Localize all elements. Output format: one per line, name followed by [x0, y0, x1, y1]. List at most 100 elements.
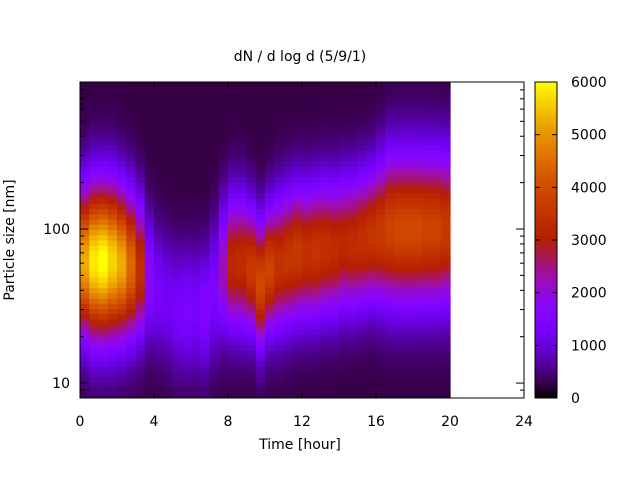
heatmap-cell [135, 203, 146, 209]
heatmap-cell [376, 134, 386, 141]
heatmap-cell [237, 255, 248, 262]
heatmap-cell [366, 282, 377, 288]
heatmap-cell [366, 203, 377, 209]
heatmap-cell [357, 82, 368, 88]
heatmap-cell [172, 366, 183, 373]
heatmap-cell [422, 371, 433, 378]
heatmap-cell [228, 282, 238, 288]
heatmap-cell [302, 287, 312, 294]
heatmap-cell [440, 276, 451, 283]
heatmap-cell [274, 376, 285, 383]
heatmap-cell [237, 229, 248, 236]
heatmap-cell [348, 113, 359, 120]
heatmap-cell [422, 197, 433, 204]
heatmap-cell [80, 129, 90, 136]
heatmap-cell [135, 118, 146, 125]
heatmap-cell [403, 297, 414, 304]
heatmap-cell [348, 376, 359, 383]
heatmap-cell [339, 392, 349, 398]
heatmap-cell [403, 97, 414, 104]
heatmap-cell [126, 371, 137, 378]
heatmap-cell [89, 366, 100, 373]
heatmap-cell [228, 355, 238, 362]
heatmap-cell [163, 124, 174, 130]
heatmap-cell [302, 108, 312, 115]
heatmap-cell [255, 97, 266, 104]
heatmap-cell [394, 324, 405, 331]
heatmap-cell [135, 82, 146, 88]
heatmap-cell [237, 371, 248, 378]
heatmap-cell [144, 229, 155, 236]
heatmap-cell [366, 155, 377, 162]
heatmap-cell [302, 139, 312, 146]
heatmap-cell [283, 218, 294, 225]
heatmap-cell [246, 382, 257, 389]
heatmap-cell [154, 266, 164, 273]
heatmap-cell [228, 361, 238, 367]
heatmap-cell [246, 350, 257, 357]
heatmap-cell [348, 276, 359, 283]
heatmap-cell [413, 182, 423, 188]
heatmap-cell [154, 82, 164, 88]
heatmap-cell [191, 208, 201, 215]
heatmap-cell [385, 345, 396, 352]
heatmap-cell [329, 155, 340, 162]
heatmap-cell [376, 97, 386, 104]
heatmap-cell [163, 287, 174, 294]
heatmap-cell [403, 313, 414, 320]
heatmap-cell [163, 266, 174, 273]
heatmap-cell [311, 97, 322, 104]
heatmap-cell [320, 313, 331, 320]
heatmap-cell [357, 261, 368, 267]
heatmap-cell [107, 355, 118, 362]
heatmap-cell [154, 171, 164, 178]
heatmap-cell [329, 161, 340, 167]
heatmap-cell [126, 297, 137, 304]
heatmap-cell [89, 124, 100, 130]
heatmap-cell [311, 87, 322, 94]
heatmap-cell [329, 171, 340, 178]
heatmap-cell [228, 292, 238, 299]
heatmap-cell [135, 182, 146, 188]
heatmap-cell [126, 176, 137, 183]
heatmap-cell [154, 139, 164, 146]
heatmap-cell [339, 355, 349, 362]
heatmap-cell [209, 208, 220, 215]
heatmap-cell [348, 145, 359, 152]
heatmap-cell [440, 97, 451, 104]
heatmap-cell [292, 208, 303, 215]
heatmap-cell [228, 182, 238, 188]
heatmap-cell [431, 350, 442, 357]
heatmap-cell [422, 118, 433, 125]
heatmap-cell [320, 387, 331, 394]
heatmap-cell [329, 255, 340, 262]
heatmap-cell [172, 145, 183, 152]
heatmap-cell [292, 366, 303, 373]
heatmap-cell [265, 124, 275, 130]
heatmap-cell [440, 92, 451, 99]
heatmap-cell [311, 197, 322, 204]
heatmap-cell [302, 129, 312, 136]
heatmap-cell [126, 97, 137, 104]
heatmap-cell [144, 213, 155, 220]
heatmap-cell [265, 82, 275, 88]
heatmap-cell [218, 218, 229, 225]
heatmap-cell [385, 382, 396, 389]
heatmap-cell [348, 297, 359, 304]
heatmap-cell [283, 124, 294, 130]
heatmap-cell [283, 287, 294, 294]
heatmap-cell [172, 334, 183, 341]
heatmap-cell [348, 329, 359, 336]
heatmap-cell [218, 240, 229, 246]
heatmap-cell [422, 203, 433, 209]
heatmap-cell [292, 166, 303, 173]
heatmap-cell [209, 387, 220, 394]
heatmap-cell [181, 387, 192, 394]
heatmap-cell [144, 245, 155, 252]
heatmap-cell [413, 139, 423, 146]
heatmap-cell [200, 129, 211, 136]
heatmap-cell [163, 387, 174, 394]
heatmap-cell [302, 155, 312, 162]
heatmap-cell [357, 150, 368, 157]
